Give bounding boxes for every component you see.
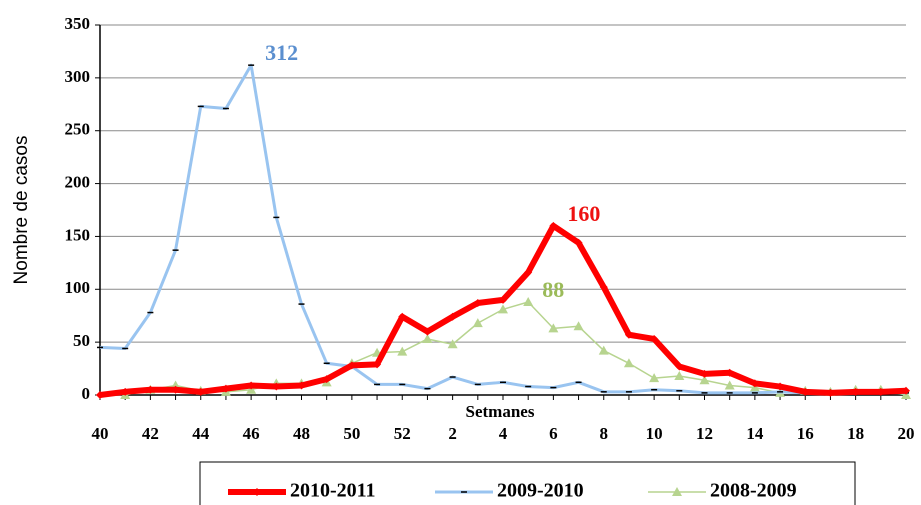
x-tick-label: 6 — [549, 424, 558, 443]
marker — [549, 221, 558, 230]
annotation: 88 — [542, 277, 564, 302]
y-tick-label: 200 — [65, 172, 91, 191]
x-tick-label: 14 — [746, 424, 764, 443]
marker — [447, 339, 458, 349]
y-tick-label: 50 — [73, 331, 90, 350]
legend-box — [199, 461, 856, 505]
y-tick-label: 0 — [82, 384, 91, 403]
marker — [724, 380, 735, 390]
marker — [171, 385, 180, 394]
y-tick-label: 350 — [65, 14, 91, 33]
y-tick-label: 250 — [65, 120, 91, 139]
marker — [422, 333, 433, 343]
marker — [574, 238, 583, 247]
x-tick-label: 52 — [394, 424, 411, 443]
marker — [272, 382, 281, 391]
marker — [699, 375, 710, 385]
annotation: 312 — [265, 40, 298, 65]
marker — [473, 299, 482, 308]
marker — [675, 362, 684, 371]
marker — [373, 360, 382, 369]
x-tick-label: 10 — [646, 424, 663, 443]
marker — [851, 387, 860, 396]
marker — [397, 346, 408, 356]
marker — [598, 345, 609, 355]
marker — [498, 304, 508, 314]
marker — [750, 379, 759, 388]
marker — [672, 487, 682, 496]
x-tick-label: 40 — [92, 424, 109, 443]
y-tick-label: 100 — [65, 278, 91, 297]
marker — [121, 387, 130, 396]
marker — [96, 391, 104, 399]
marker — [826, 388, 835, 397]
marker — [221, 384, 230, 393]
x-tick-label: 48 — [293, 424, 310, 443]
marker — [448, 312, 457, 321]
series-line — [125, 301, 907, 396]
marker — [776, 382, 785, 391]
marker — [196, 387, 205, 396]
marker — [650, 334, 659, 343]
marker — [902, 386, 910, 395]
x-tick-label: 50 — [343, 424, 360, 443]
x-tick-label: 42 — [142, 424, 159, 443]
marker — [423, 327, 432, 336]
x-tick-label: 46 — [243, 424, 260, 443]
marker — [548, 323, 559, 333]
x-tick-label: 16 — [797, 424, 814, 443]
marker — [472, 318, 483, 328]
annotation: 160 — [567, 201, 600, 226]
x-tick-label: 44 — [192, 424, 210, 443]
marker — [398, 312, 407, 321]
marker — [499, 295, 507, 304]
marker — [700, 369, 709, 378]
marker — [599, 283, 608, 292]
marker — [573, 321, 584, 331]
x-tick-label: 20 — [898, 424, 915, 443]
marker — [876, 387, 885, 396]
x-tick-label: 12 — [696, 424, 713, 443]
series-line — [99, 63, 907, 395]
legend-label: 2009-2010 — [497, 480, 584, 502]
marker — [524, 268, 533, 277]
x-tick-label: 18 — [847, 424, 864, 443]
marker — [624, 330, 633, 339]
marker — [674, 370, 685, 380]
marker — [623, 358, 634, 368]
x-tick-label: 2 — [448, 424, 457, 443]
x-axis-label: Setmanes — [466, 402, 535, 421]
marker — [297, 381, 306, 390]
x-tick-label: 8 — [600, 424, 609, 443]
marker — [347, 361, 356, 370]
marker — [725, 368, 734, 377]
marker — [322, 375, 331, 384]
y-axis-label: Nombre de casos — [11, 136, 32, 285]
y-tick-label: 150 — [65, 225, 91, 244]
legend-label: 2008-2009 — [710, 480, 797, 502]
y-tick-label: 300 — [65, 67, 91, 86]
marker — [801, 387, 810, 396]
marker — [253, 488, 261, 496]
marker — [146, 385, 155, 394]
x-tick-label: 4 — [499, 424, 508, 443]
marker — [247, 381, 256, 390]
legend-label: 2010-2011 — [290, 480, 376, 502]
marker — [523, 296, 534, 306]
marker — [649, 373, 660, 383]
